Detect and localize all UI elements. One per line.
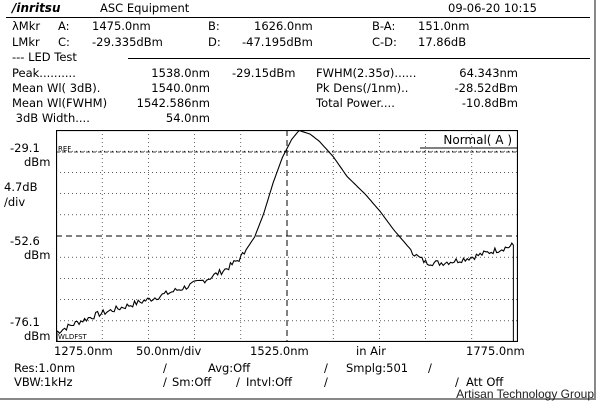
settings-slash-5: / [236, 375, 240, 389]
header-divider [6, 17, 590, 18]
x-medium-label: in Air [356, 344, 386, 358]
led-peak-level: -29.15dBm [232, 66, 296, 80]
marker-ba-label: B-A: [372, 19, 396, 33]
level-marker-label: LMkr [12, 35, 40, 49]
settings-slash-7: / [455, 375, 459, 389]
led-mean-3db-value: 1540.0nm [151, 81, 210, 95]
ref-label: REF [58, 145, 71, 153]
attenuator-setting: Att Off [466, 375, 504, 389]
settings-slash-1: / [163, 361, 167, 375]
marker-a-label: A: [58, 19, 70, 33]
marker-d-label: D: [208, 35, 221, 49]
led-fwhm-label: FWHM(2.35σ)...... [316, 66, 417, 80]
brand-logo: /inritsu [12, 1, 61, 15]
y-mid-unit: dBm [24, 248, 51, 262]
led-peak-wavelength: 1538.0nm [151, 66, 210, 80]
settings-slash-6: / [324, 375, 328, 389]
interval-setting: Intvl:Off [246, 375, 293, 389]
average-setting: Avg:Off [208, 361, 251, 375]
led-mean-fwhm-label: Mean Wl(FWHM) [12, 96, 108, 110]
led-total-power-value: -10.8dBm [461, 96, 518, 110]
resolution-setting: Res:1.0nm [14, 361, 76, 375]
marker-a-value: 1475.0nm [92, 19, 151, 33]
led-fwhm-value: 64.343nm [459, 66, 518, 80]
instrument-title: ASC Equipment [100, 1, 190, 15]
y-mid-value: -52.6 [10, 234, 40, 248]
wldfst-label: WLDFST [58, 333, 88, 341]
marker-b-label: B: [208, 19, 220, 33]
led-total-power-label: Total Power.... [316, 96, 395, 110]
y-top-value: -29.1 [10, 141, 40, 155]
spectrum-plot: Normal( A ) REF WLDFST [56, 130, 518, 342]
sampling-setting: Smplg:501 [346, 361, 409, 375]
settings-slash-3: / [428, 361, 432, 375]
marker-b-value: 1626.0nm [254, 19, 313, 33]
y-scale-unit: /div [4, 195, 26, 209]
y-bottom-value: -76.1 [10, 315, 40, 329]
wavelength-marker-label: λMkr [12, 19, 41, 33]
led-test-title: --- LED Test [12, 50, 77, 64]
led-pk-dens-label: Pk Dens(/1nm).. [316, 81, 409, 95]
settings-slash-4: / [163, 375, 167, 389]
led-pk-dens-value: -28.52dBm [454, 81, 518, 95]
led-3db-width-label: 3dB Width.... [12, 111, 90, 125]
x-per-div-label: 50.0nm/div [136, 344, 202, 358]
marker-cd-value: 17.86dB [418, 35, 467, 49]
marker-cd-label: C-D: [372, 35, 397, 49]
led-test-divider [128, 58, 590, 59]
x-center-label: 1525.0nm [250, 344, 309, 358]
led-3db-width-value: 54.0nm [165, 111, 210, 125]
x-stop-label: 1775.0nm [466, 344, 525, 358]
marker-c-label: C: [58, 35, 70, 49]
led-mean-fwhm-value: 1542.586nm [136, 96, 210, 110]
watermark: Artisan Technology Group [456, 387, 594, 401]
marker-c-value: -29.335dBm [92, 35, 163, 49]
led-mean-3db-label: Mean Wl( 3dB). [12, 81, 101, 95]
marker-ba-value: 151.0nm [418, 19, 470, 33]
datetime: 09-06-20 10:15 [448, 1, 537, 15]
y-bottom-unit: dBm [24, 329, 51, 343]
vbw-setting: VBW:1kHz [14, 375, 73, 389]
spectrum-trace [56, 130, 514, 335]
marker-d-value: -47.195dBm [242, 35, 313, 49]
x-start-label: 1275.0nm [54, 344, 113, 358]
settings-slash-2: / [324, 361, 328, 375]
y-scale-value: 4.7dB [4, 180, 38, 194]
smoothing-setting: Sm:Off [172, 375, 212, 389]
led-peak-label: Peak.......... [12, 66, 76, 80]
y-top-unit: dBm [24, 155, 51, 169]
display-mode-label: Normal( A ) [443, 133, 512, 147]
